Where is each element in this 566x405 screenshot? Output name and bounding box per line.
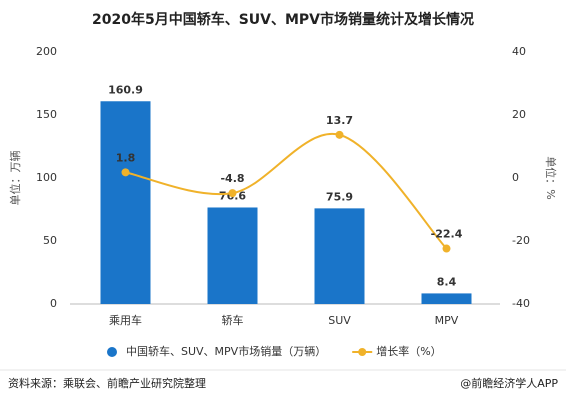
legend-marker (358, 348, 367, 356)
line-value-label: -4.8 (220, 172, 244, 185)
bar-value-label: 160.9 (108, 83, 143, 96)
x-tick-label: MPV (435, 314, 459, 327)
line-point (121, 168, 130, 177)
y2-tick-label: 40 (512, 45, 526, 58)
y-axis-title: 单位：万辆 (8, 151, 22, 206)
line-value-label: 13.7 (326, 114, 353, 127)
bar-value-label: 8.4 (437, 275, 457, 288)
line-point (228, 189, 237, 198)
line-value-label: -22.4 (431, 228, 463, 241)
line-point (442, 244, 451, 253)
line (125, 132, 448, 250)
bar (421, 293, 472, 304)
line-point (335, 130, 344, 139)
source: 资料来源：乘联会、前瞻产业研究院整理 (8, 376, 206, 390)
line-value-label: 1.8 (116, 151, 136, 164)
y2-tick-label: 0 (512, 171, 519, 184)
bar-value-label: 75.9 (326, 190, 353, 203)
credit: @前瞻经济学人APP (460, 376, 558, 390)
x-tick-label: 轿车 (222, 313, 244, 327)
y-tick-label: 150 (36, 108, 57, 121)
legend-label: 增长率（%） (376, 344, 441, 358)
bar (314, 208, 365, 304)
y-tick-label: 50 (43, 234, 57, 247)
x-tick-label: 乘用车 (109, 313, 142, 327)
y-tick-label: 100 (36, 171, 57, 184)
legend-marker (107, 347, 117, 357)
y2-tick-label: -40 (512, 297, 530, 310)
x-tick-label: SUV (328, 314, 351, 327)
chart-title: 2020年5月中国轿车、SUV、MPV市场销量统计及增长情况 (92, 11, 474, 28)
bar (207, 207, 258, 304)
y2-axis-title: 单位：% (544, 156, 558, 199)
y-tick-label: 200 (36, 45, 57, 58)
y2-tick-label: -20 (512, 234, 530, 247)
y2-tick-label: 20 (512, 108, 526, 121)
bar (100, 101, 151, 305)
legend-label: 中国轿车、SUV、MPV市场销量（万辆） (126, 344, 326, 358)
y-tick-label: 0 (50, 297, 57, 310)
